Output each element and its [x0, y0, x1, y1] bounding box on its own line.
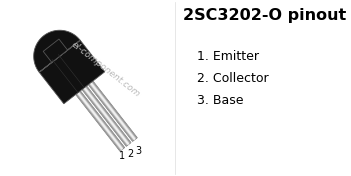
Polygon shape	[88, 81, 137, 142]
Polygon shape	[39, 40, 105, 104]
Polygon shape	[43, 39, 67, 62]
Polygon shape	[82, 89, 127, 146]
Polygon shape	[84, 87, 130, 145]
Text: 2: 2	[127, 149, 133, 159]
Polygon shape	[86, 86, 131, 143]
Polygon shape	[82, 86, 131, 146]
Polygon shape	[92, 81, 137, 139]
Polygon shape	[34, 30, 80, 72]
Text: 2SC3202-O pinout: 2SC3202-O pinout	[183, 8, 346, 23]
Text: el-component.com: el-component.com	[69, 39, 141, 98]
Text: 3. Base: 3. Base	[197, 94, 244, 107]
Text: 2. Collector: 2. Collector	[197, 72, 269, 85]
Text: 1. Emitter: 1. Emitter	[197, 50, 259, 63]
Text: 1: 1	[119, 151, 125, 161]
Polygon shape	[88, 84, 133, 142]
Polygon shape	[76, 94, 121, 151]
Text: 3: 3	[135, 146, 141, 156]
Polygon shape	[79, 91, 125, 148]
Polygon shape	[77, 92, 123, 150]
Polygon shape	[76, 91, 125, 151]
Polygon shape	[90, 82, 136, 140]
